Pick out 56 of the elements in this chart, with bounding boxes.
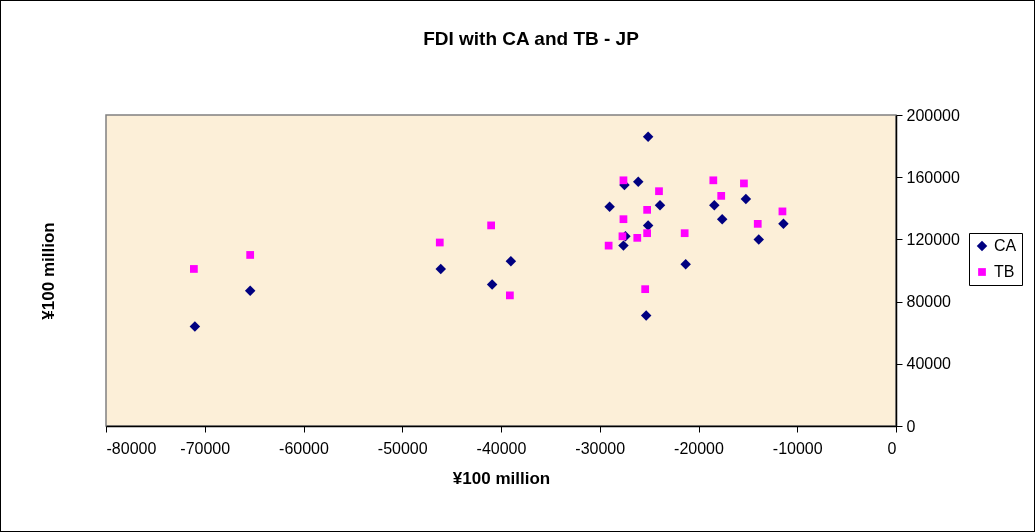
x-axis-title: ¥100 million [452,468,551,488]
point [619,215,628,224]
point [435,238,444,247]
y-tick-label: 40000 [906,355,952,373]
point [604,241,613,250]
y-tick-label: 120000 [906,230,960,248]
point [633,233,642,242]
point [740,193,752,205]
point [246,251,255,259]
point [618,232,627,241]
legend-label: TB [994,263,1015,280]
x-tick-label: 0 [887,439,897,457]
point [642,131,654,143]
x-tick-label: -10000 [772,439,823,457]
y-axis-title: ¥100 million [38,222,58,320]
point [740,179,748,188]
point [633,176,644,188]
point [505,255,517,267]
point [709,176,718,185]
x-tick-label: -20000 [674,439,725,457]
point [717,191,726,200]
point [643,205,652,214]
x-tick-label: -60000 [279,439,330,457]
point [190,265,198,273]
point [643,229,652,238]
point [680,229,689,238]
point [487,221,495,230]
y-tick-label: 80000 [906,293,952,311]
point [641,285,650,294]
point [753,234,764,245]
point [753,219,762,228]
chart-title: FDI with CA and TB - JP [423,28,640,49]
x-tick-label: -80000 [106,439,157,457]
point [486,279,498,290]
point [640,310,652,321]
point [604,201,615,212]
y-tick-label: 200000 [906,106,960,124]
y-tick-label: 160000 [906,168,960,186]
point [618,240,629,251]
point [244,285,256,296]
point [716,213,728,225]
point [655,187,663,196]
point [619,176,628,185]
legend-label: CA [994,237,1017,254]
x-tick-label: -50000 [377,439,428,457]
x-tick-label: -40000 [476,439,527,457]
point [778,218,789,230]
x-tick-label: -30000 [575,439,626,457]
point [709,199,720,211]
point [680,259,691,270]
point [654,199,666,211]
y-tick-label: 0 [906,417,916,435]
point [189,321,201,332]
point [506,291,514,300]
x-tick-label: -70000 [180,439,231,457]
point [435,263,447,275]
